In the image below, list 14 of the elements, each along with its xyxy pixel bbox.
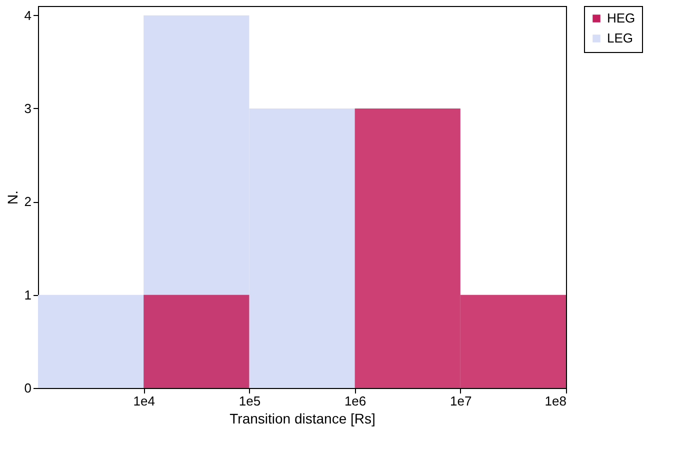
y-axis-title: N.: [4, 190, 20, 204]
y-tick-label: 3: [24, 100, 32, 116]
y-tick-label: 2: [24, 194, 32, 210]
legend-label: LEG: [607, 30, 634, 46]
x-tick-label: 1e7: [450, 394, 472, 408]
legend-label: HEG: [607, 10, 636, 26]
x-axis-title: Transition distance [Rs]: [230, 410, 376, 426]
y-tick-label: 1: [24, 287, 32, 302]
y-tick-label: 0: [24, 380, 32, 396]
x-tick-label: 1e4: [133, 394, 155, 408]
x-tick-label: 1e6: [344, 394, 366, 408]
x-tick-label: 1e8: [544, 394, 566, 408]
x-tick-label: 1e5: [238, 394, 261, 408]
y-tick-label: 4: [24, 8, 32, 23]
